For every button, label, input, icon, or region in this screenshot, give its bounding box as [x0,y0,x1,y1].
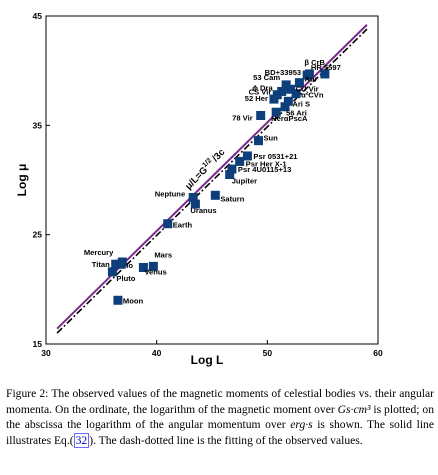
y-tick-label: 25 [33,230,43,240]
point-labels: Moon Pluto Titan Io Mercury Venus Mars Earth Ura… [84,58,341,305]
point-label: HerαPscA [271,114,308,123]
data-point [253,136,263,146]
point-label: Venus [144,267,166,276]
data-point [294,78,304,88]
plot-frame [45,15,379,345]
data-point [188,192,198,202]
point-label: Mars [154,250,172,259]
data-point [277,86,287,96]
point-label: 53 Cam [253,73,280,82]
data-point [280,102,290,112]
point-label: Moon [123,296,144,305]
caption-label: Figure 2: [6,387,49,400]
data-points [107,69,330,305]
caption-text-3: is shown. The solid line illustrates Eq.… [6,418,434,447]
data-point [242,151,252,161]
equation-reference-link[interactable]: 32 [73,432,90,448]
x-tick-label: 40 [152,348,162,358]
point-label: Titan [92,260,110,269]
caption-text-4: ). The dash-dotted line is the fitting o… [89,433,363,447]
point-label: Mercury [84,248,114,257]
y-axis-label: Log μ [15,164,29,197]
data-point [225,170,235,180]
x-axis: 30 40 50 60 [41,340,383,358]
theory-line [56,24,368,330]
point-label: BD+33953 [265,68,302,77]
data-point [281,80,291,90]
data-point [163,219,173,229]
data-point [291,89,301,99]
point-label: Ari S [292,99,310,108]
point-label: Psr Her X-1 [246,159,288,168]
point-label: Pluto [116,274,135,283]
data-point [320,69,330,79]
point-label: 56 Ari [286,109,307,118]
fit-line [56,28,368,334]
point-label: Neptune [155,189,185,198]
figure: 30 40 50 60 15 25 35 45 Moon Pluto Titan Io Mercur… [15,11,383,367]
data-point [107,267,117,277]
point-label: HR 5597 [311,63,341,72]
y-axis: 15 25 35 45 [33,11,50,349]
point-label: Uranus [190,206,216,215]
data-point [111,259,121,269]
data-point [148,261,158,271]
line-annotation-sup: 1/2 [201,157,213,169]
point-label: Io [126,261,133,270]
line-annotation-post: /3c [210,147,227,164]
x-axis-label: Log L [191,353,224,367]
point-label: CS Vir [249,88,272,97]
data-point [227,164,237,174]
point-label: Saturn [220,194,244,203]
point-label: Jupiter [232,177,257,186]
data-point [117,257,127,267]
point-label: Psr 4U0115+13 [238,165,291,174]
y-tick-label: 35 [33,120,43,130]
y-tick-label: 45 [33,11,43,21]
point-label: β CrB [304,58,325,67]
point-label: Sun [263,134,278,143]
caption-text-2: is plotted; on the abscissa the logarith… [6,402,434,432]
fit-lines [56,24,368,334]
data-point [283,96,293,106]
data-point [304,69,314,79]
caption-unit-1: Gs·cm³ [337,402,371,416]
point-label: Psr 0531+21 [253,152,298,161]
point-label: 78 Vir [232,113,253,122]
point-label: Aur [304,75,317,84]
chart: 30 40 50 60 15 25 35 45 Moon Pluto Titan Io Mercur… [15,11,383,367]
data-point [271,107,281,117]
data-point [113,295,123,305]
point-label: 52 Her [245,94,268,103]
data-point [190,199,200,209]
caption-text-1: The observed values of the magnetic mome… [6,387,434,416]
x-tick-label: 50 [263,348,273,358]
data-point [138,262,148,272]
point-label: ϕ Dra [252,83,273,92]
data-point [256,110,266,120]
x-tick-label: 30 [41,348,51,358]
data-point [235,156,245,166]
x-tick-label: 60 [373,348,383,358]
caption-unit-2: erg·s [290,418,313,432]
point-label: Earth [173,221,193,230]
figure-caption: Figure 2: The observed values of the mag… [6,386,434,448]
data-point [210,190,220,200]
point-label: α²CVn [301,91,324,100]
point-label: CU Vir [296,84,319,93]
y-tick-label: 15 [33,339,43,349]
